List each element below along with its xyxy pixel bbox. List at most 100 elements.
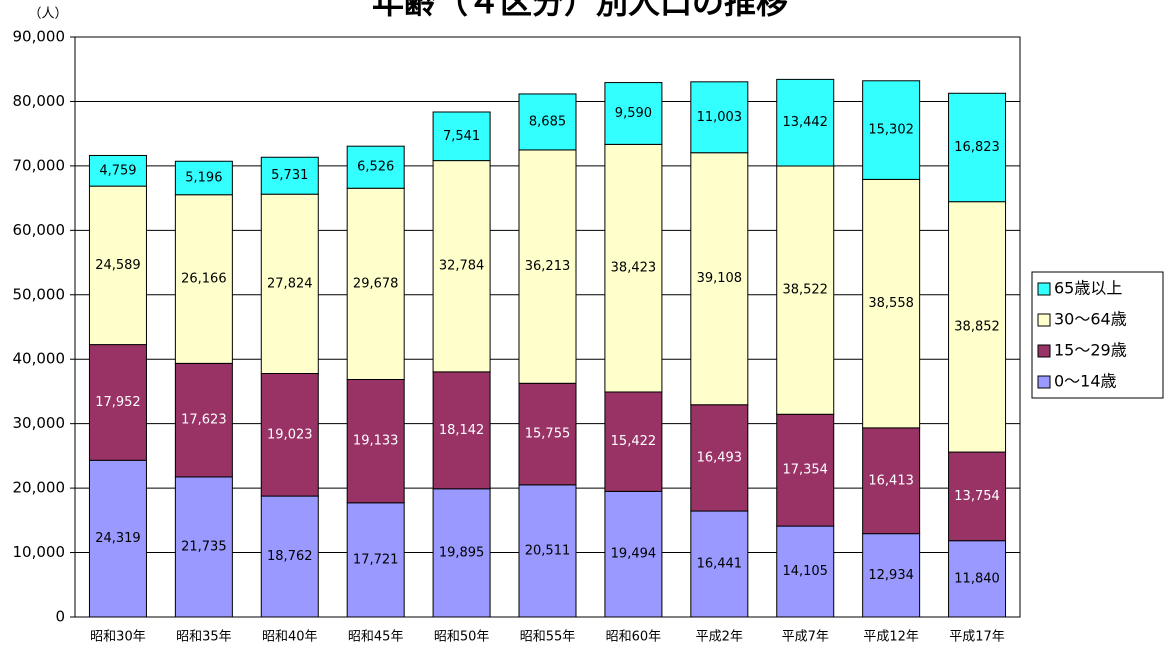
bar-segment	[776, 78, 835, 167]
x-tick-label: 昭和60年	[606, 630, 662, 645]
y-tick-label: 10,000	[13, 543, 66, 561]
x-tick-label: 昭和30年	[90, 630, 146, 645]
bar-segment	[174, 160, 233, 196]
data-label: 16,823	[954, 140, 1000, 155]
bar-segment	[690, 152, 749, 406]
bar-segment	[776, 413, 835, 527]
data-label: 39,108	[697, 271, 743, 286]
chart-title: 年齢（４区分）別人口の推移	[372, 0, 788, 21]
data-label: 6,526	[357, 160, 394, 175]
data-label: 32,784	[439, 259, 485, 274]
bar-segment	[776, 525, 835, 618]
bar-segment	[604, 82, 663, 145]
data-label: 16,441	[697, 557, 743, 572]
bar-segment	[346, 502, 405, 618]
data-label: 16,413	[868, 473, 914, 488]
bar-segment	[174, 362, 233, 478]
bar-segment	[518, 484, 577, 618]
data-label: 11,840	[954, 571, 1000, 586]
data-label: 7,541	[443, 129, 480, 144]
legend-swatch	[1037, 313, 1051, 327]
bar-segment	[604, 391, 663, 492]
y-tick-label: 70,000	[13, 156, 66, 174]
data-label: 18,762	[267, 549, 313, 564]
bar-segment	[88, 154, 147, 187]
bar-segment	[862, 427, 921, 535]
bar-segment	[690, 404, 749, 512]
data-label: 12,934	[868, 568, 914, 583]
bar-segment	[948, 92, 1007, 203]
legend-swatch	[1037, 282, 1051, 296]
data-label: 27,824	[267, 276, 313, 291]
data-label: 38,522	[782, 283, 828, 298]
legend-label: 15〜29歳	[1054, 341, 1127, 360]
data-label: 13,754	[954, 489, 1000, 504]
data-label: 38,558	[868, 296, 914, 311]
bar-segment	[432, 371, 491, 490]
bar-segment	[346, 187, 405, 380]
y-tick-label: 20,000	[13, 479, 66, 497]
data-label: 15,755	[525, 427, 571, 442]
data-label: 38,852	[954, 319, 1000, 334]
bar-segment	[346, 145, 405, 189]
y-tick-label: 30,000	[13, 414, 66, 432]
bar-segment	[432, 160, 491, 373]
data-label: 4,759	[99, 163, 136, 178]
data-label: 17,721	[353, 552, 399, 567]
y-tick-label: 40,000	[13, 350, 66, 368]
bar-segment	[260, 156, 319, 195]
data-label: 9,590	[615, 106, 652, 121]
data-label: 24,319	[95, 531, 141, 546]
y-axis-label: （人）	[28, 7, 67, 22]
bar-segment	[948, 451, 1007, 542]
bar-segment	[88, 344, 147, 461]
data-label: 17,623	[181, 413, 227, 428]
data-label: 15,302	[868, 123, 914, 138]
bar-segment	[862, 80, 921, 180]
bar-segment	[88, 185, 147, 346]
bar-segment	[174, 194, 233, 364]
bar-segment	[88, 459, 147, 618]
legend-label: 30〜64歳	[1054, 310, 1127, 329]
legend-label: 65歳以上	[1054, 279, 1122, 298]
legend-label: 0〜14歳	[1054, 372, 1117, 391]
x-tick-label: 昭和45年	[348, 630, 404, 645]
y-tick-label: 0	[55, 608, 65, 626]
data-label: 19,133	[353, 434, 399, 449]
data-label: 19,494	[611, 547, 657, 562]
data-label: 18,142	[439, 423, 485, 438]
data-label: 38,423	[611, 261, 657, 276]
legend-swatch	[1037, 344, 1051, 358]
data-label: 13,442	[782, 115, 828, 130]
bar-segment	[432, 111, 491, 162]
data-label: 5,731	[271, 168, 308, 183]
y-tick-label: 80,000	[13, 92, 66, 110]
data-label: 21,735	[181, 539, 227, 554]
bar-segment	[432, 488, 491, 618]
bar-segment	[260, 495, 319, 618]
x-tick-label: 平成7年	[782, 630, 829, 645]
data-label: 19,895	[439, 545, 485, 560]
y-tick-label: 90,000	[13, 28, 66, 46]
x-tick-label: 昭和55年	[520, 630, 576, 645]
data-label: 15,422	[611, 434, 657, 449]
data-label: 20,511	[525, 543, 571, 558]
x-tick-label: 昭和40年	[262, 630, 318, 645]
data-label: 14,105	[782, 564, 828, 579]
data-label: 29,678	[353, 276, 399, 291]
bar-segment	[862, 178, 921, 429]
data-label: 16,493	[697, 450, 743, 465]
bar-segment	[518, 93, 577, 151]
x-tick-label: 平成12年	[863, 630, 919, 645]
bar-segment	[604, 490, 663, 618]
x-tick-label: 昭和35年	[176, 630, 232, 645]
bar-segment	[948, 540, 1007, 618]
legend-swatch	[1037, 375, 1051, 389]
data-label: 17,354	[782, 463, 828, 478]
y-tick-label: 60,000	[13, 221, 66, 239]
data-label: 24,589	[95, 258, 141, 273]
x-tick-label: 平成2年	[696, 630, 743, 645]
data-label: 8,685	[529, 114, 566, 129]
data-label: 17,952	[95, 395, 141, 410]
